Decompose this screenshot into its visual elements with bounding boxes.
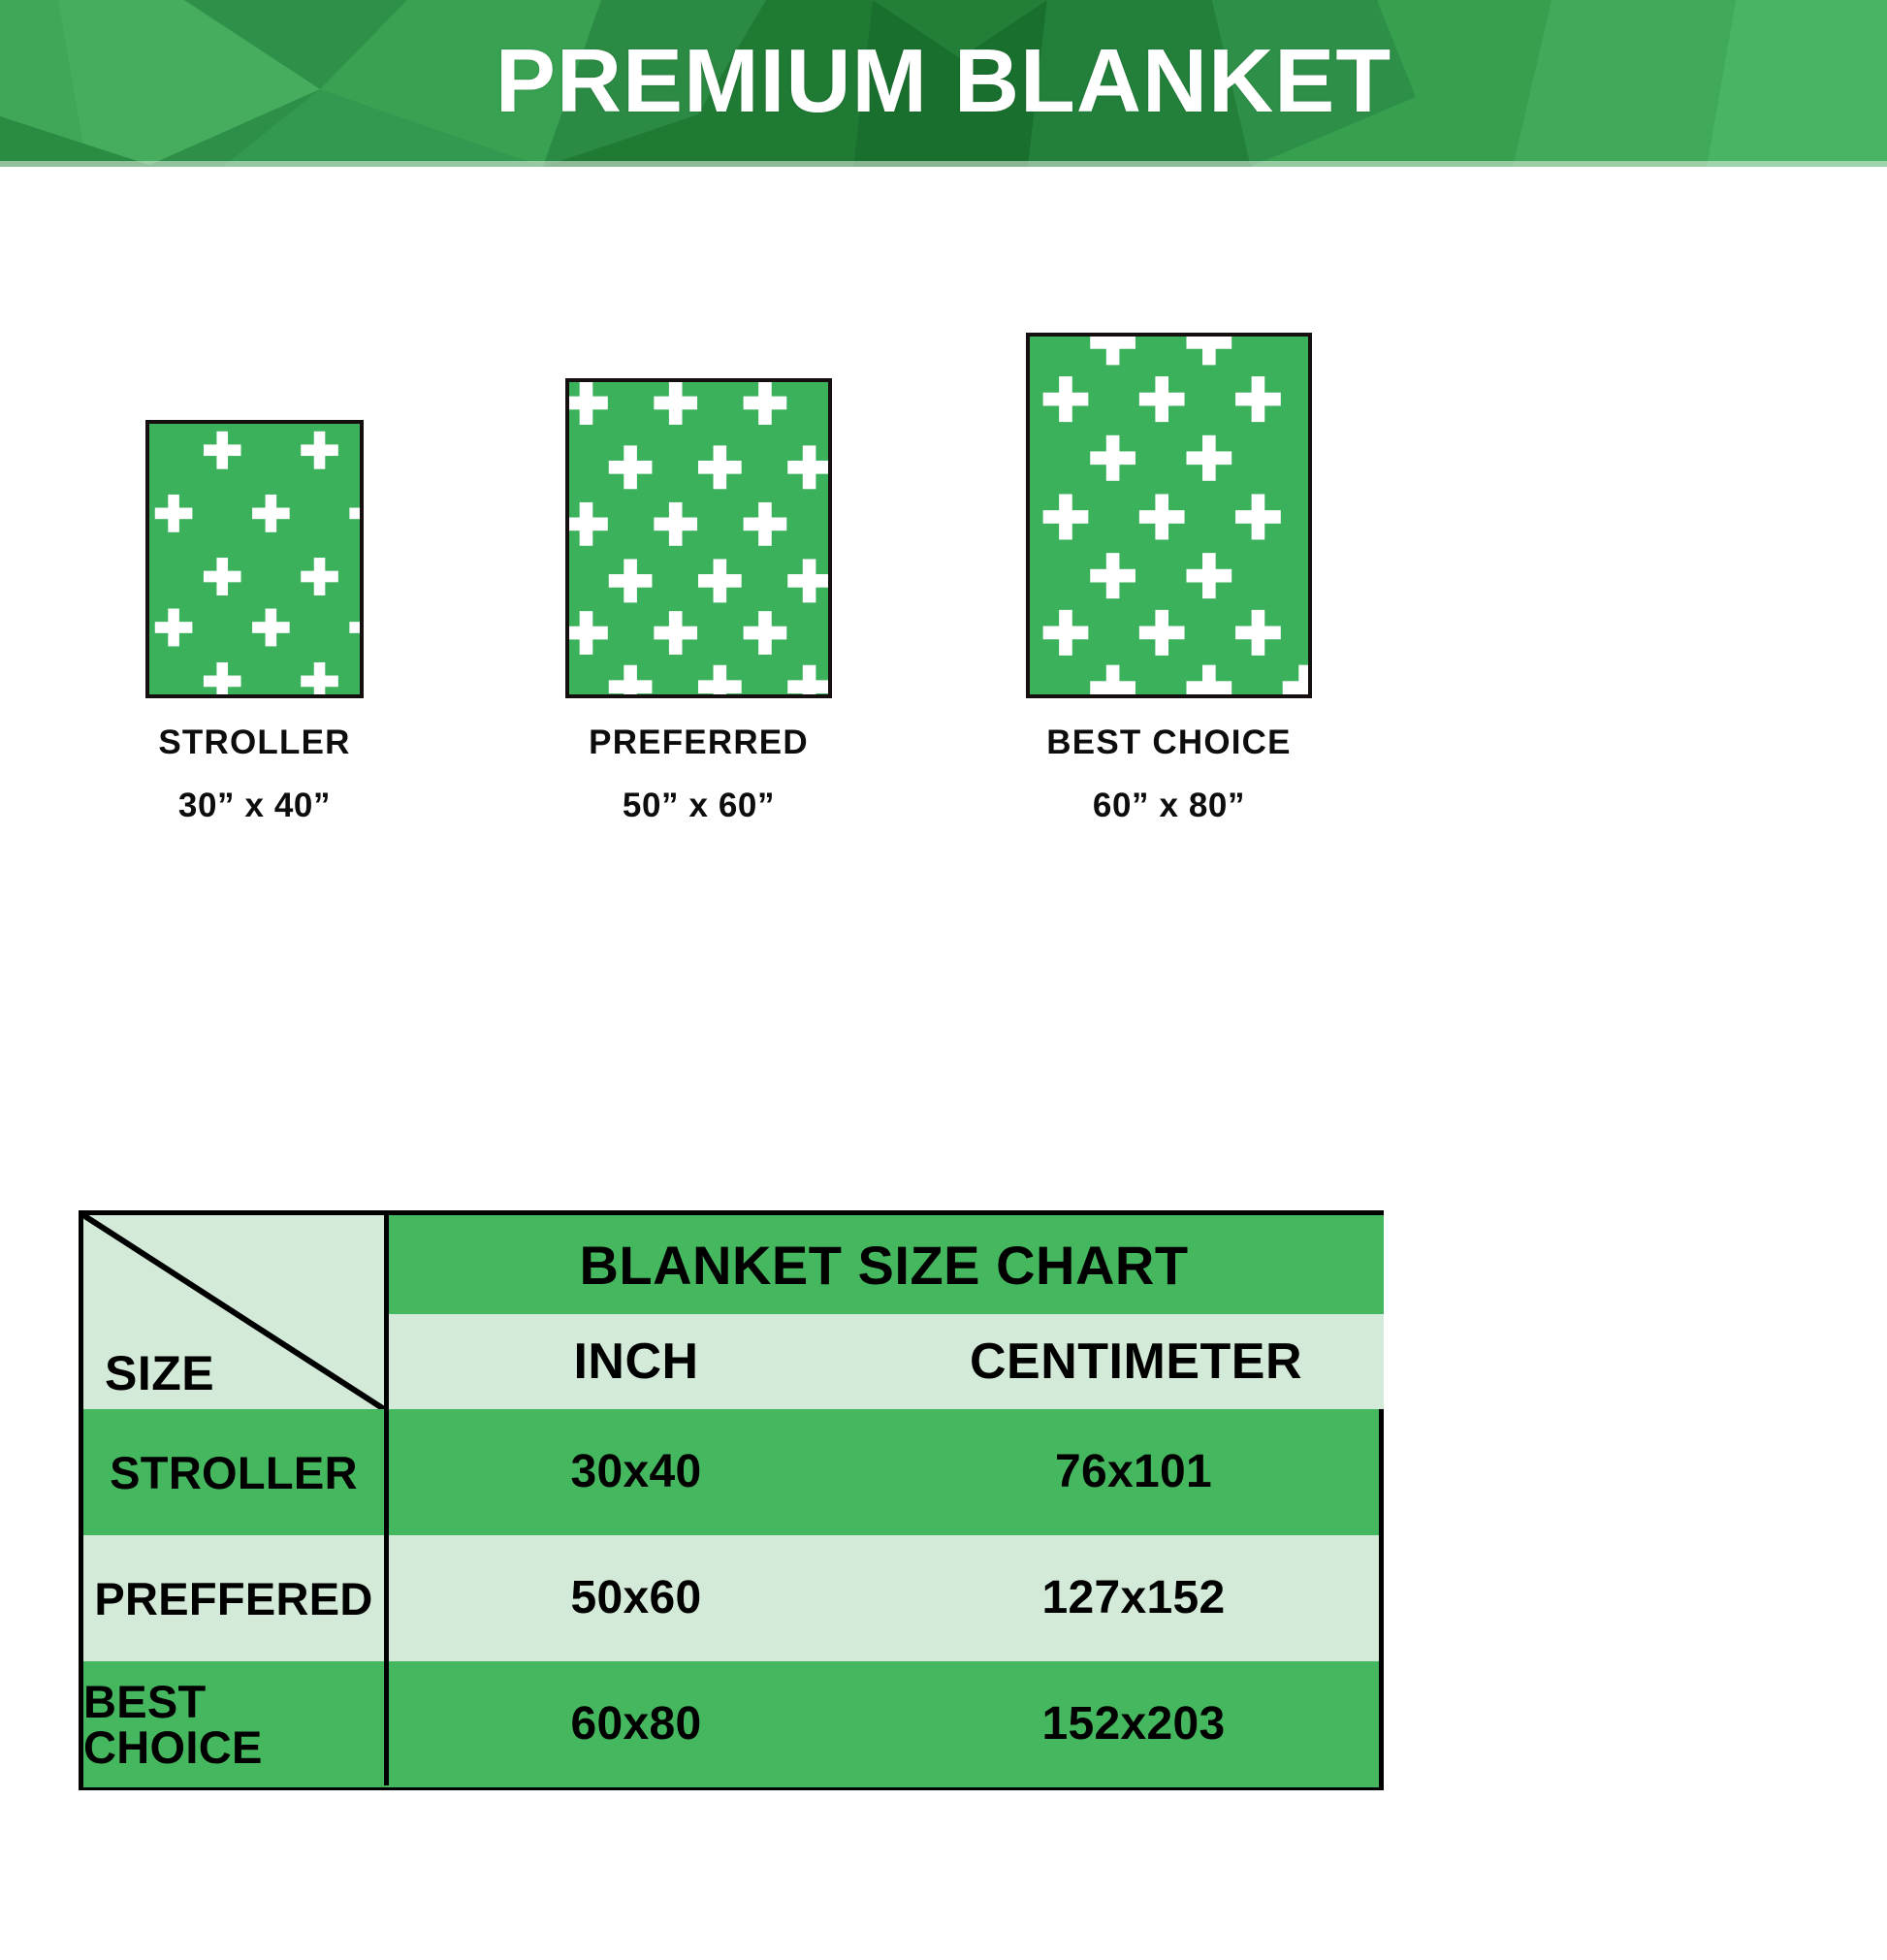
polygon-background (0, 0, 1887, 167)
swatch-dims-label: 30” x 40” (177, 787, 332, 824)
swatch-name-label: STROLLER (158, 723, 351, 761)
table-header-centimeter: CENTIMETER (970, 1333, 1302, 1390)
table-row: BEST CHOICE 60x80 152x203 (83, 1661, 1379, 1787)
swatch-name-label: BEST CHOICE (1046, 723, 1292, 761)
blanket-size-chart-table: SIZE BLANKET SIZE CHART INCH CENTIMETER … (79, 1210, 1384, 1790)
header-banner: PREMIUM BLANKET (0, 0, 1887, 167)
table-header-inch: INCH (573, 1333, 699, 1390)
cell-inch: 60x80 (570, 1698, 702, 1750)
blanket-swatch-stroller (145, 420, 364, 698)
swatch-dims-label: 60” x 80” (1092, 787, 1246, 824)
swatch-caption-stroller: STROLLER 30” x 40” (29, 725, 480, 822)
cross-pattern-icon (154, 431, 360, 694)
cell-size: BEST CHOICE (83, 1676, 263, 1773)
table-column-divider (384, 1215, 389, 1785)
cell-centimeter: 152x203 (1041, 1698, 1226, 1750)
table-header-row: INCH CENTIMETER (384, 1314, 1384, 1409)
blanket-swatch-preferred (565, 378, 832, 698)
page-title: PREMIUM BLANKET (495, 29, 1392, 131)
swatch-dims-label: 50” x 60” (622, 787, 776, 824)
table-header-size: SIZE (105, 1346, 215, 1400)
swatch-name-label: PREFERRED (589, 723, 809, 761)
table-title: BLANKET SIZE CHART (384, 1215, 1384, 1314)
table-corner-cell: SIZE (83, 1215, 384, 1409)
cell-inch: 30x40 (570, 1446, 702, 1497)
blanket-swatch-area: STROLLER 30” x 40” (0, 167, 1887, 1137)
cell-centimeter: 76x101 (1055, 1446, 1212, 1497)
cross-pattern-icon (1042, 337, 1308, 694)
table-row: STROLLER 30x40 76x101 (83, 1409, 1379, 1535)
table-row: PREFFERED 50x60 127x152 (83, 1535, 1379, 1661)
swatch-caption-preferred: PREFERRED 50” x 60” (473, 725, 924, 822)
cell-size: STROLLER (110, 1446, 358, 1498)
cell-inch: 50x60 (570, 1572, 702, 1623)
cell-size: PREFFERED (94, 1572, 373, 1624)
diagonal-divider-icon (83, 1215, 384, 1409)
cell-centimeter: 127x152 (1041, 1572, 1226, 1623)
swatch-caption-best-choice: BEST CHOICE 60” x 80” (944, 725, 1394, 822)
cross-pattern-icon (569, 382, 828, 694)
blanket-swatch-best-choice (1026, 333, 1312, 698)
